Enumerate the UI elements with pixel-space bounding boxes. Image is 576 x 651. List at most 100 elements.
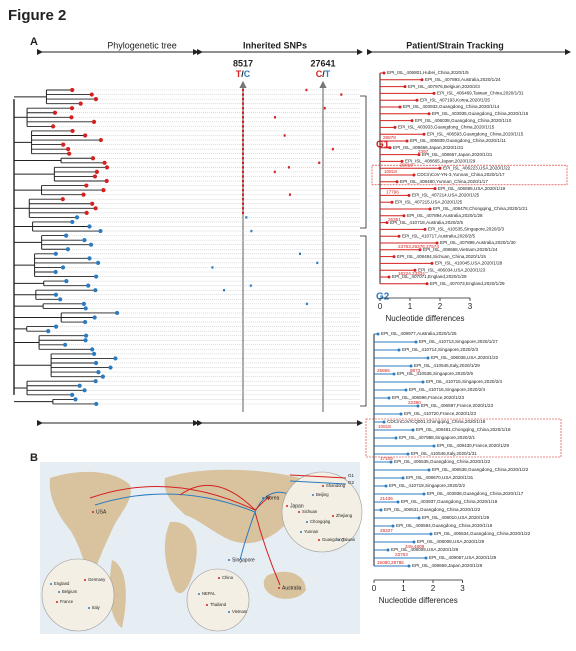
header-arrows	[37, 49, 571, 426]
leaf	[92, 174, 98, 179]
leaf	[435, 241, 439, 245]
mutation-label: 28337	[380, 528, 393, 533]
place-label: Thailand	[210, 602, 227, 607]
leaf	[96, 370, 101, 375]
place-dot	[262, 497, 264, 499]
snp-marker	[242, 198, 244, 201]
mutation-label: 18224,23334	[398, 271, 425, 276]
strain-label: EPI_ISL_407193,Korea,2020/1/25	[420, 97, 490, 102]
leaf	[407, 193, 411, 197]
place-label: Germany	[88, 577, 106, 582]
leaf	[102, 160, 107, 165]
place-dot	[312, 494, 314, 496]
place-dot	[88, 607, 90, 609]
snp-alleles: C/T	[316, 69, 331, 79]
leaf	[382, 420, 386, 424]
leaf	[438, 166, 442, 170]
leaf	[429, 532, 433, 536]
place-dot	[306, 521, 308, 523]
leaf	[413, 268, 417, 272]
tick-label: 3	[460, 584, 465, 593]
snp-marker	[242, 179, 244, 183]
leaf	[70, 392, 75, 397]
snp-marker	[287, 166, 290, 169]
strain-label: EPI_ISL_406538,Guangdong_China,2020/1/22	[432, 467, 529, 472]
leaf	[91, 351, 97, 356]
leaf	[405, 139, 409, 143]
leaf	[385, 221, 389, 225]
strain-label: EPI_ISL_406801,Hubei_China,2020/1/5	[387, 70, 469, 75]
panel-label: A	[30, 36, 38, 48]
strain-label: EPI_ISL_410719,Singapore,2020/2/2	[389, 483, 466, 488]
leaf	[93, 288, 98, 293]
leaf	[427, 112, 431, 116]
leaf	[69, 115, 74, 120]
strain-label: EPI_ISL_406594,Guangdong_China,2020/1/16	[396, 523, 493, 528]
place-dot	[84, 579, 86, 581]
leaf	[53, 269, 58, 275]
strain-label: EPI_ISL_408977,Australia,2020/1/25	[381, 331, 457, 336]
place-dot	[286, 505, 288, 507]
leaf	[406, 452, 410, 456]
leaf	[428, 207, 432, 211]
leaf	[86, 283, 91, 288]
place-dot	[198, 593, 200, 595]
snp-marker	[250, 229, 253, 233]
strain-label: EPI_ISL_406469,Taiwan_China,2020/1/31	[437, 91, 524, 96]
mutation-label: 26361	[388, 217, 401, 222]
place-dot	[58, 591, 60, 593]
strain-label: EPI_ISL_410716,Singapore,2020/2/4	[409, 387, 486, 392]
place-label: Australia	[282, 585, 302, 591]
snp-marker	[242, 193, 244, 196]
snp-marker	[242, 184, 244, 187]
leaf	[87, 256, 92, 261]
mutation-label: 9873	[410, 368, 421, 373]
leaf	[83, 306, 88, 311]
leaf	[78, 101, 83, 106]
place-label: Zhejiang	[336, 513, 353, 518]
leaf	[70, 128, 75, 134]
place-dot	[92, 511, 94, 513]
leaf	[422, 132, 426, 136]
leaf	[376, 332, 380, 336]
snp-position: 8517	[233, 58, 253, 68]
tick-label: 0	[372, 584, 377, 593]
axis-title: Nucleotide differences	[385, 314, 464, 323]
strain-label: EPI_ISL_406038,Guangdong_China,2020/1/10	[415, 118, 512, 123]
leaf	[53, 251, 58, 256]
snp-marker	[305, 88, 308, 92]
place-label: England	[54, 581, 70, 586]
strain-label: EPI_ISL_410546,Italy,2020/1/31	[411, 451, 477, 456]
snp-marker	[242, 175, 244, 178]
leaf	[432, 91, 436, 95]
leaf	[88, 242, 94, 247]
snp-marker	[242, 152, 244, 155]
place-label: China	[222, 575, 234, 580]
group-label: G2	[376, 292, 390, 303]
strain-label: EPI_ISL_408666,Japan,2020/1/31	[393, 145, 464, 150]
leaf	[412, 173, 416, 177]
place-dot	[300, 531, 302, 533]
strain-label: EPI_ISL_409067,USA,2020/1/29	[429, 555, 497, 560]
place-label: Taiwan	[342, 537, 356, 542]
leaf	[386, 548, 390, 552]
strain-label: EPI_ISL_410715,Singapore,2020/2/4	[426, 379, 503, 384]
strain-label: EPI_ISL_407073,England,2020/1/29	[430, 281, 505, 286]
strain-label: CDC/nCoV-YN-3,Yunnan_China,2020/1/17	[417, 172, 505, 177]
leaf	[101, 188, 106, 193]
strain-label: EPI_ISL_410714,Singapore,2020/2/3	[402, 347, 479, 352]
leaf	[426, 356, 430, 360]
snp-marker	[242, 134, 244, 137]
strain-label: EPI_ISL_406535,Guangdong_China,2020/1/22	[394, 459, 491, 464]
leaf	[390, 200, 394, 204]
leaf	[92, 315, 97, 320]
place-dot	[332, 515, 334, 517]
leaf	[91, 119, 97, 124]
leaf	[70, 219, 75, 225]
snp-marker	[242, 202, 244, 205]
strain-label: EPI_ISL_410717,Australia,2020/2/5	[402, 233, 475, 238]
leaf	[397, 348, 401, 352]
mutation-label: 15080,28786	[377, 560, 404, 565]
axis-title: Nucleotide differences	[379, 596, 458, 605]
place-label: Shandong	[326, 483, 346, 488]
